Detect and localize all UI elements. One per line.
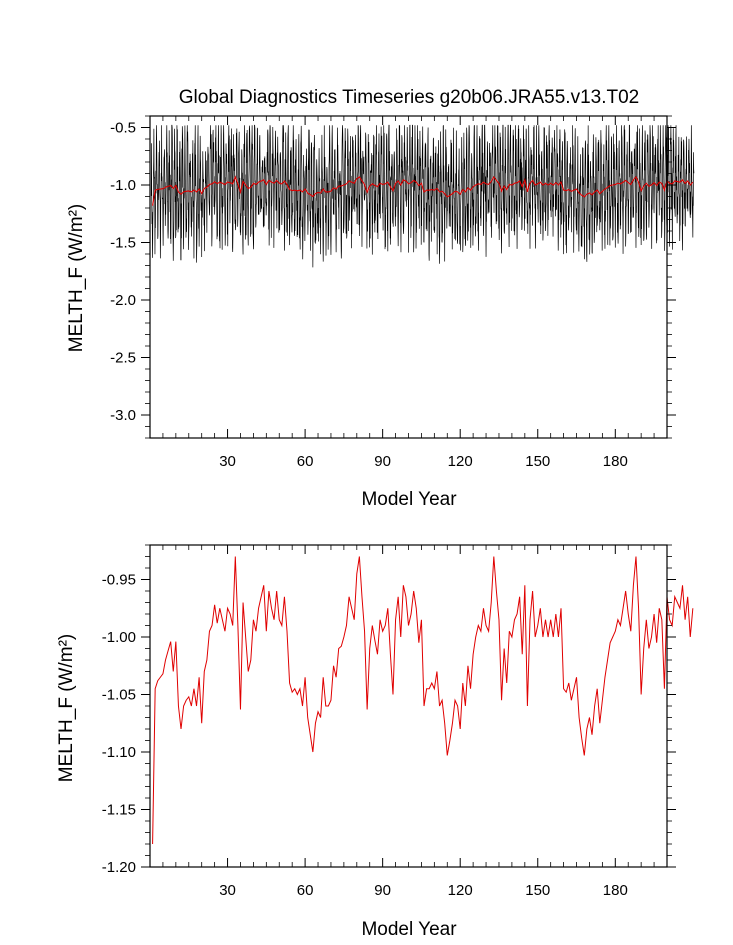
bottom-ticks: 30 60 90 120 150 180 -1.20 -1.15 -1.10 -1.05 -1.00… [102,544,676,899]
top-y-tick-label: -2.5 [110,350,136,367]
top-panel: 30 60 90 120 150 180-3.0-2.5-2.0-1.5-1.0-0.5 … [66,115,695,510]
top-plot-frame [149,115,668,439]
top-x-tick-label: 120 [448,453,473,470]
top-y-tick-label: -1.5 [110,235,136,252]
bottom-x-tick-label: 90 [374,882,391,899]
top-x-tick-label: 90 [374,453,391,470]
top-y-tick-label: -0.5 [110,120,136,137]
top-monthly-series-line [150,124,695,268]
bottom-y-tick-label: -1.10 [102,744,136,761]
chart-title: Global Diagnostics Timeseries g20b06.JRA… [179,87,639,108]
bottom-plot-area [152,556,694,845]
top-y-tick-label: -2.0 [110,292,136,309]
bottom-plot-frame [149,544,668,868]
bottom-annual-series-line [152,556,694,845]
top-plot-area [150,124,695,268]
bottom-x-tick-label: 60 [297,882,314,899]
bottom-y-tick-label: -0.95 [102,572,136,589]
bottom-y-tick-label: -1.00 [102,629,136,646]
top-y-tick-label: -1.0 [110,177,136,194]
top-x-tick-label: 150 [525,453,550,470]
top-x-tick-label: 180 [603,453,628,470]
top-x-tick-label: 30 [219,453,236,470]
top-ticks: 30 60 90 120 150 180 -3.0 -2.5 -2.0 -1.5 -1.0 -0.5 [110,115,676,470]
bottom-x-tick-label: 180 [603,882,628,899]
bottom-x-tick-label: 150 [525,882,550,899]
bottom-y-tick-label: -1.05 [102,687,136,704]
bottom-x-axis-title: Model Year [361,919,457,940]
top-x-axis-title: Model Year [361,489,457,510]
top-x-tick-label: 60 [297,453,314,470]
top-y-tick-label: -3.0 [110,407,136,424]
bottom-panel: 30 60 90 120 150 180 -1.20 -1.15 -1.10 -1.05 -1.00… [56,544,694,940]
top-y-axis-title: MELTH_F (W/m²) [66,204,87,352]
bottom-x-tick-label: 120 [448,882,473,899]
bottom-y-tick-label: -1.20 [102,859,136,876]
bottom-y-axis-title: MELTH_F (W/m²) [56,634,77,782]
bottom-y-tick-label: -1.15 [102,802,136,819]
bottom-x-tick-label: 30 [219,882,236,899]
top-annual-series-line [152,175,694,206]
